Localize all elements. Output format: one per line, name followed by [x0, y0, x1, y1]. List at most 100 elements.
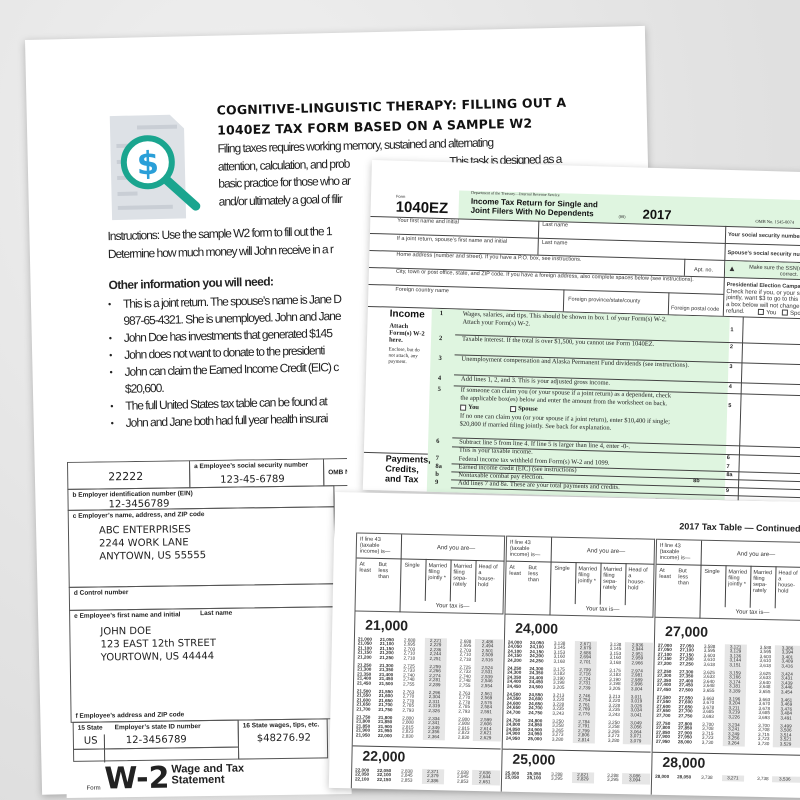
- at-least: 24,200: [507, 657, 522, 663]
- address-field[interactable]: Home address (number and street). If you…: [396, 251, 582, 263]
- line-number: 1: [439, 309, 444, 318]
- but-less-than: 24,250: [529, 657, 544, 663]
- employer-line: ANYTOWN, US 55555: [99, 549, 207, 563]
- single-label: Single: [404, 562, 419, 568]
- mfj-tax: 3,264: [727, 739, 740, 746]
- pec-spouse-checkbox[interactable]: Spouse: [781, 309, 800, 318]
- state-id-box: 15 State Employer’s state ID number US 12-…: [72, 719, 240, 763]
- header-text: hold: [627, 585, 639, 592]
- hoh-tax: 3,416: [781, 662, 794, 669]
- single-tax: 3,280: [551, 736, 564, 742]
- tax-table-column: If line 43 (taxable income) is— And you are…: [500, 535, 656, 795]
- hoh-label: Head of a house-hold: [778, 570, 798, 594]
- mfj-tax: 2,739: [578, 684, 591, 690]
- at-least-label: At least: [359, 561, 372, 574]
- header-text: jointly *: [428, 574, 447, 582]
- last-name-field[interactable]: Last name: [542, 221, 569, 229]
- line-box-number: 1: [730, 327, 734, 334]
- at-least: 27,700: [656, 712, 671, 718]
- line-box-number: 5: [728, 403, 732, 410]
- tax-year: 2017: [642, 206, 672, 223]
- pec-text: Check here if you, or your spouse if fil…: [726, 288, 800, 318]
- worksheet-page: $ COGNITIVE-LINGUISTIC THERAPY: FILLING …: [25, 25, 662, 795]
- hoh-tax: 3,454: [780, 688, 793, 695]
- header-text: rately: [752, 587, 767, 595]
- spouse-last-name-field[interactable]: Last name: [541, 239, 568, 247]
- employee-address-label: f Employee’s address and ZIP code: [75, 711, 185, 720]
- foreign-postal-field[interactable]: Foreign postal code: [670, 305, 720, 313]
- checkbox-label: Spouse: [518, 405, 538, 413]
- mfs-label: Married filing sepa-rately: [603, 567, 622, 591]
- mfj-tax: 2,814: [577, 736, 590, 742]
- form-title: Wage and Tax Statement: [171, 762, 244, 786]
- at-least: 22,100: [354, 776, 370, 782]
- amount-input-1[interactable]: [743, 318, 800, 346]
- mfs-tax: 3,738: [757, 775, 769, 782]
- at-least: 24,700: [506, 709, 521, 715]
- mfs-tax: 2,718: [459, 656, 472, 662]
- at-least: 21,450: [356, 680, 372, 686]
- if-line-text: income) is—: [659, 554, 691, 562]
- mfs-tax: 3,730: [757, 740, 770, 746]
- divider: [774, 566, 777, 609]
- header-text: than: [528, 577, 539, 584]
- checkbox[interactable]: [781, 309, 789, 316]
- single-tax: 3,168: [553, 658, 566, 664]
- tax-table-title: 2017 Tax Table — Continued: [679, 521, 800, 534]
- first-name-field[interactable]: Your first name and initial: [397, 217, 459, 226]
- single-tax: 2,755: [402, 681, 415, 687]
- line-box-number: 2: [729, 344, 734, 351]
- ssn-field[interactable]: Your social security number: [727, 231, 800, 241]
- bullet-text: $20,600.: [124, 380, 164, 396]
- employer-label: c Employer’s name, address, and ZIP code: [72, 511, 205, 520]
- divider: [449, 559, 452, 602]
- income-heading: Income: [389, 308, 425, 321]
- form-name: W-2: [104, 760, 170, 797]
- line-number: 9: [434, 478, 439, 486]
- divider: [699, 540, 703, 619]
- line-box-number: 8b: [693, 478, 700, 485]
- checkbox-label: Spouse: [789, 310, 800, 318]
- at-least: 24,450: [506, 683, 522, 689]
- line-box-number: 7: [726, 464, 730, 471]
- line5-spouse-checkbox[interactable]: Spouse: [510, 405, 538, 413]
- header-text: jointly *: [728, 581, 746, 588]
- tax-table-page: 2017 Tax Table — Continued If line 43 (ta…: [328, 492, 800, 799]
- mfs-tax: 3,295: [606, 777, 619, 783]
- state-value: US: [83, 735, 98, 747]
- pec-you-checkbox[interactable]: You: [758, 309, 776, 316]
- mfs-tax: 3,693: [758, 714, 770, 720]
- ssn-value: 123-45-6789: [220, 473, 285, 486]
- line-box-number: 3: [729, 364, 733, 371]
- line-number: 6: [436, 437, 440, 445]
- amount-input-5[interactable]: [740, 394, 800, 449]
- payments-heading: Payments, Credits, and Tax: [385, 454, 431, 485]
- block-heading: 28,000: [662, 753, 706, 771]
- amount-input-3[interactable]: [742, 363, 800, 386]
- employer-address: ABC ENTERPRISES 2244 WORK LANE ANYTOWN, US…: [99, 523, 206, 563]
- but-less-than: 28,000: [677, 738, 692, 745]
- header-text: hold: [777, 588, 789, 595]
- mfs-tax: 3,205: [608, 685, 621, 691]
- amount-input-9[interactable]: [739, 487, 800, 500]
- single-tax: 3,205: [552, 684, 565, 690]
- mfj-tax: 2,364: [427, 733, 440, 739]
- checkbox[interactable]: [510, 405, 517, 412]
- foreign-province-field[interactable]: Foreign province/state/county: [568, 296, 641, 305]
- checkbox[interactable]: [460, 404, 467, 411]
- pec-line: refund.: [725, 308, 745, 316]
- info-bullet-list: This is a joint return. The spouse’s nam…: [105, 291, 344, 432]
- foreign-country-field[interactable]: Foreign country name: [395, 286, 449, 295]
- line-box-number: 9: [725, 488, 730, 495]
- line5-you-checkbox[interactable]: You: [460, 404, 479, 412]
- at-least: 21,950: [355, 732, 371, 738]
- divider: [749, 565, 752, 608]
- at-least: 24,950: [505, 735, 521, 741]
- apt-field[interactable]: Apt. no.: [693, 267, 714, 274]
- amount-input-2[interactable]: [742, 343, 800, 366]
- divider: [624, 563, 627, 606]
- mfj-tax: 2,701: [579, 658, 592, 664]
- spouse-ssn-field[interactable]: Spouse’s social security number: [727, 249, 800, 259]
- mfs-label: Married filing sepa-rately: [453, 563, 472, 587]
- checkbox[interactable]: [758, 309, 765, 316]
